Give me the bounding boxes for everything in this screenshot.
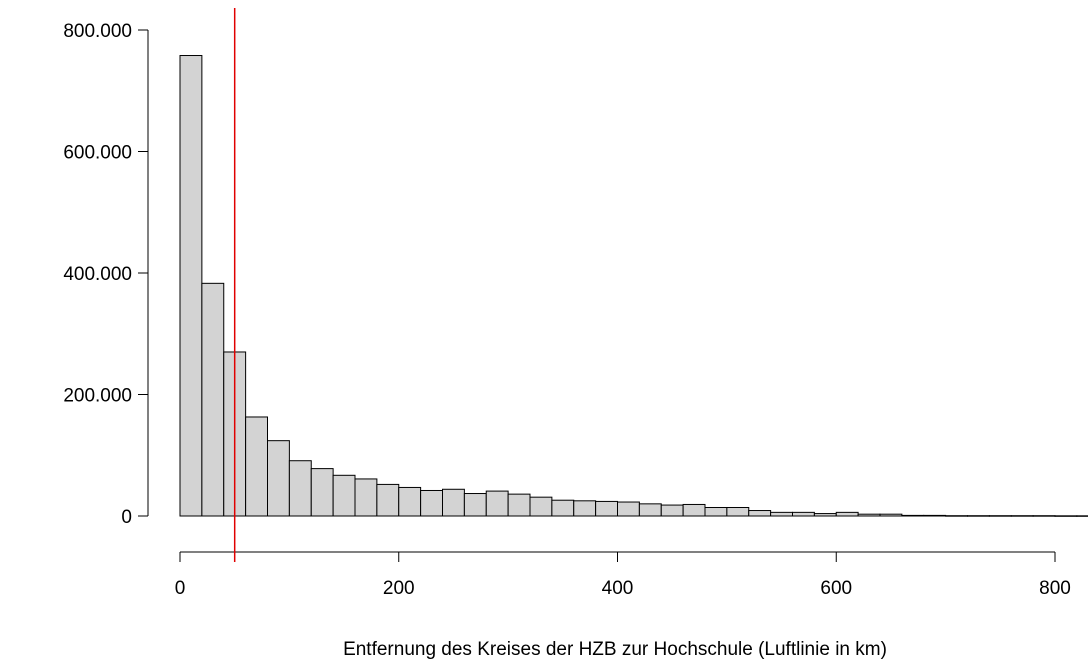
histogram-bar — [201, 282, 225, 517]
histogram-bar — [1054, 515, 1078, 517]
histogram-bars — [179, 55, 1088, 517]
histogram-bar — [726, 506, 750, 517]
x-tick-label: 800 — [1039, 578, 1071, 599]
histogram-bar — [682, 503, 706, 517]
histogram-bar — [551, 499, 575, 517]
histogram-bar — [507, 493, 531, 517]
histogram-bar — [332, 474, 356, 517]
x-axis-title: Entfernung des Kreises der HZB zur Hochs… — [343, 639, 887, 660]
histogram-bar — [1032, 515, 1056, 517]
histogram-bar — [770, 511, 793, 517]
histogram-bar — [901, 514, 925, 517]
y-tick-label: 200.000 — [63, 386, 132, 407]
histogram-bar — [267, 440, 290, 517]
x-tick-label: 200 — [383, 578, 415, 599]
histogram-bar — [310, 468, 334, 517]
x-tick-label: 600 — [820, 578, 852, 599]
y-tick-label: 400.000 — [63, 264, 132, 285]
histogram-bar — [595, 500, 618, 517]
histogram-bar — [573, 500, 597, 517]
histogram-bar — [945, 515, 968, 517]
histogram-bar — [179, 55, 203, 517]
histogram-bar — [442, 488, 465, 517]
y-axis: 0 200.000 400.000 600.000 800.000 — [63, 21, 149, 528]
histogram-bar — [660, 504, 684, 517]
histogram-bar — [617, 501, 640, 517]
histogram-bar — [748, 510, 772, 517]
histogram-bar — [529, 496, 553, 517]
histogram-bar — [1076, 515, 1088, 517]
histogram-bar — [879, 513, 903, 517]
histogram-bar — [288, 460, 312, 517]
histogram-bar — [376, 483, 400, 517]
x-tick-label: 0 — [175, 578, 186, 599]
histogram-bar — [245, 416, 268, 517]
x-axis: 0 200 400 600 800 — [175, 551, 1071, 599]
y-tick-label: 800.000 — [63, 21, 132, 42]
y-tick-label: 600.000 — [63, 143, 132, 164]
histogram-bar — [813, 513, 837, 517]
histogram-bar — [792, 511, 815, 517]
histogram-bar — [923, 514, 947, 517]
histogram-bar — [463, 493, 487, 517]
x-tick-label: 400 — [602, 578, 634, 599]
histogram-bar — [485, 490, 509, 517]
histogram-bar — [835, 511, 859, 517]
histogram-bar — [704, 506, 728, 517]
histogram-bar — [354, 478, 378, 517]
histogram-bar — [420, 489, 443, 517]
histogram-bar — [967, 515, 990, 517]
histogram-bar — [1010, 515, 1034, 517]
histogram-bar — [398, 486, 422, 517]
histogram-bar — [988, 515, 1012, 517]
y-tick-label: 0 — [121, 507, 132, 528]
histogram-bar — [638, 503, 662, 517]
histogram-bar — [857, 513, 881, 517]
